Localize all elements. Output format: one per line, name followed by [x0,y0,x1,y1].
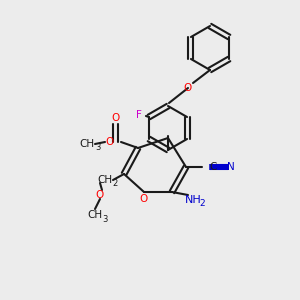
Text: NH: NH [184,195,201,205]
Text: 3: 3 [95,143,101,152]
Text: O: O [106,137,114,147]
Text: 3: 3 [102,214,108,224]
Text: N: N [227,162,235,172]
Text: O: O [140,194,148,204]
Text: CH: CH [98,175,112,185]
Text: O: O [184,83,192,93]
Text: O: O [111,113,119,123]
Text: CH: CH [80,139,94,149]
Text: CH: CH [87,210,103,220]
Text: F: F [136,110,142,120]
Text: 2: 2 [112,179,118,188]
Text: 2: 2 [199,200,205,208]
Text: O: O [96,190,104,200]
Text: C: C [209,162,217,172]
